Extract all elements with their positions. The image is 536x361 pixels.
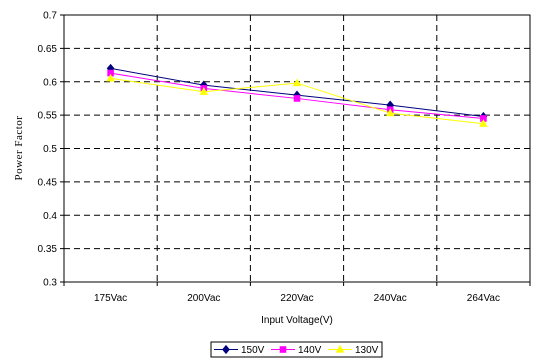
data-point [293, 95, 301, 102]
y-tick-label: 0.7 [43, 11, 57, 22]
x-tick-label: 200Vac [187, 293, 220, 304]
data-point [199, 87, 209, 95]
legend-label: 140V [298, 345, 322, 356]
y-tick-label: 0.55 [38, 111, 58, 122]
x-tick-label: 175Vac [94, 293, 127, 304]
x-axis-title: Input Voltage(V) [261, 315, 333, 326]
legend: 150V 140V 130V [214, 344, 379, 356]
legend-label: 130V [355, 345, 379, 356]
legend-item: 150V [214, 344, 265, 356]
series-130V [106, 73, 488, 127]
legend-marker [222, 344, 230, 355]
legend-label: 150V [241, 345, 265, 356]
x-tick-label: 264Vac [467, 293, 500, 304]
y-tick-label: 0.3 [43, 278, 57, 289]
data-point [479, 119, 488, 127]
legend-item: 140V [271, 345, 322, 356]
data-series [106, 63, 488, 127]
x-axis-ticks: 175Vac 200Vac 220Vac 240Vac 264Vac [63, 282, 531, 304]
y-tick-label: 0.45 [38, 177, 58, 188]
x-tick-label: 220Vac [280, 293, 313, 304]
y-tick-label: 0.35 [38, 244, 58, 255]
data-point [385, 108, 395, 117]
legend-box [210, 341, 383, 358]
y-tick-label: 0.6 [43, 77, 57, 88]
y-tick-label: 0.4 [43, 211, 57, 222]
y-tick-label: 0.65 [38, 44, 58, 55]
legend-marker [335, 344, 345, 353]
data-point [106, 73, 115, 82]
y-axis-title: Power Factor [13, 116, 25, 181]
data-point [292, 78, 302, 87]
legend-item: 130V [328, 344, 379, 356]
y-axis-ticks: 0.3 0.35 0.4 0.45 0.5 0.55 0.6 0.65 0.7 [38, 11, 64, 289]
x-tick-label: 240Vac [374, 293, 407, 304]
legend-marker [279, 346, 287, 353]
y-tick-label: 0.5 [43, 144, 57, 155]
